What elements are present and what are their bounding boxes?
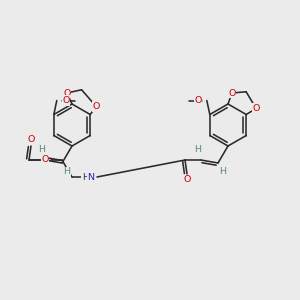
Text: O: O — [253, 104, 260, 113]
Text: O: O — [194, 96, 202, 105]
Text: H: H — [64, 167, 70, 176]
Text: H: H — [194, 146, 202, 154]
Text: O: O — [183, 176, 191, 184]
Text: O: O — [228, 88, 236, 98]
Text: H: H — [82, 172, 88, 182]
Text: O: O — [41, 155, 49, 164]
Text: O: O — [62, 96, 70, 105]
Text: O: O — [63, 88, 71, 98]
Text: N: N — [88, 172, 94, 182]
Text: H: H — [38, 146, 46, 154]
Text: H: H — [220, 167, 226, 176]
Text: O: O — [92, 102, 100, 111]
Text: O: O — [27, 136, 35, 145]
